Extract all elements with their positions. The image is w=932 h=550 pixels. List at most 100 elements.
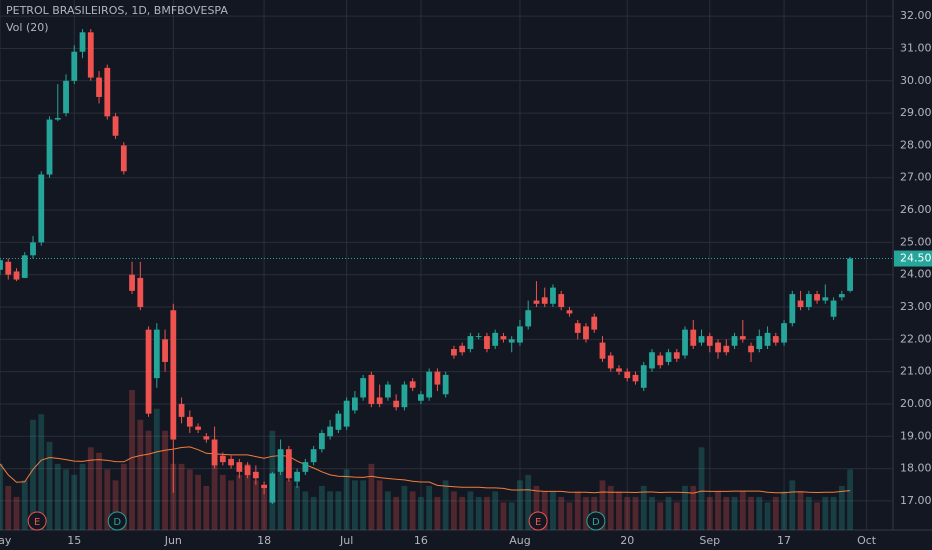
event-label: D [113,517,121,528]
volume-bar [211,452,218,530]
x-tick-label: 17 [777,534,791,547]
candle-body [484,336,490,350]
volume-bar [368,463,375,530]
candle-body [277,449,284,472]
volume-bar [484,496,490,530]
x-tick-label: 15 [67,534,81,547]
volume-bar [79,463,86,530]
candle-body [690,329,697,346]
volume-bar [706,496,713,530]
volume-bar [574,491,581,530]
volume-bar [814,502,820,530]
y-tick-label: 23.00 [900,300,932,313]
volume-bar [640,485,647,530]
y-tick-label: 32.00 [900,9,932,22]
candle-body [607,355,614,369]
volume-bar [418,496,424,530]
volume-bar [541,491,548,530]
candle-body [426,371,433,398]
candle-body [649,352,655,369]
volume-bar [442,480,449,530]
candle-body [393,400,400,408]
candle-body [599,342,606,359]
volume-bar [104,469,111,530]
y-tick-label: 22.00 [900,332,932,345]
candle-body [236,462,243,472]
candle-body [731,336,738,346]
last-price-box [894,250,932,267]
volume-bar [360,480,367,530]
volume-bar [690,485,697,530]
candle-body [145,329,152,414]
y-tick-label: 30.00 [900,74,932,87]
volume-bar [673,502,680,530]
candle-body [632,374,639,382]
y-tick-label: 28.00 [900,138,932,151]
candle-body [566,310,573,314]
volume-bar [318,485,325,530]
candle-body [805,294,812,308]
candle-body [54,117,61,120]
y-tick-label: 27.00 [900,171,932,184]
volume-bar [583,496,589,530]
volume-bar [764,502,771,530]
candle-body [500,336,507,340]
event-marker [528,511,548,531]
x-tick-label: Jun [164,534,182,547]
volume-bar [376,480,383,530]
candle-body [71,51,78,81]
volume-bar [467,491,474,530]
candle-body [252,471,259,479]
candle-body [682,329,688,356]
candle-body [797,300,804,308]
candle-body [219,455,226,463]
x-tick-label: Jul [339,534,353,547]
volume-bar [739,491,746,530]
y-tick-label: 19.00 [900,429,932,442]
candle-body [244,465,251,476]
candle-body [723,345,730,353]
volume-bar [558,496,565,530]
x-tick-label: 18 [257,534,271,547]
volume-bar [277,463,284,530]
volume-bar [624,496,631,530]
volume-bar [550,491,556,530]
candle-body [162,339,168,362]
volume-bar [87,447,94,530]
candle-body [186,416,193,427]
candle-body [178,403,185,417]
volume-bar [71,474,78,530]
x-tick-label: May [0,534,12,547]
y-tick-label: 31.00 [900,41,932,54]
volume-bar [129,390,135,530]
candle-body [442,374,449,395]
volume-bar [723,496,730,530]
volume-bar [632,496,639,530]
x-tick-label: Oct [857,534,877,547]
volume-bar [517,480,523,530]
volume-bar [451,491,457,530]
candle-body [525,310,532,327]
candle-body [830,300,837,317]
y-tick-label: 29.00 [900,106,932,119]
y-tick-label: 20.00 [900,397,932,410]
candle-body [104,67,111,117]
candle-body [376,397,383,404]
volume-bar [459,496,466,530]
volume-bar [838,485,845,530]
volume-bar [434,496,441,530]
volume-bar [426,485,433,530]
volume-bar [508,502,515,530]
volume-bar [162,430,168,530]
volume-bar [665,496,672,530]
volume-bar [294,485,301,530]
candle-body [385,384,391,398]
event-marker [586,511,606,531]
candle-body [789,294,796,324]
candle-body [739,336,746,340]
candle-body [847,258,853,291]
candle-body [508,339,515,343]
candle-body [96,77,102,97]
candle-body [748,345,754,353]
